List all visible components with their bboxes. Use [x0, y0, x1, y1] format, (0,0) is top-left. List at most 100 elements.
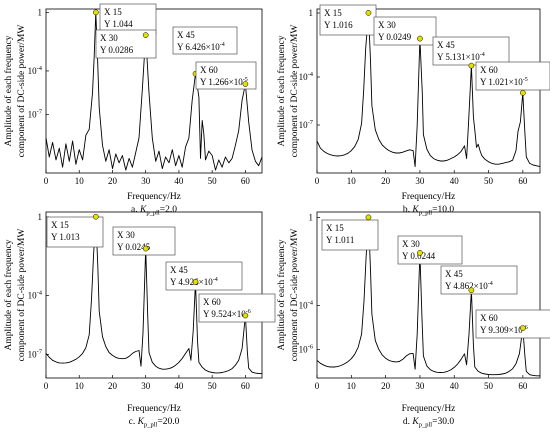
x-tick-label: 50 — [484, 381, 494, 391]
x-tick-label: 20 — [381, 381, 391, 391]
y-tick-label: 10-4 — [28, 65, 43, 76]
subplot-c: 0 10 20 30 40 50 60 1 10-4 10-7 X 15 Y 1.013 X 30 Y 0… — [3, 211, 276, 429]
datatip-box — [321, 219, 379, 251]
y-tick-label: 1 — [38, 8, 43, 18]
datatip-box — [475, 309, 550, 339]
datatip-x: X 60 — [480, 65, 498, 75]
y-tick-label: 10-6 — [299, 343, 314, 354]
datatip-x: X 60 — [480, 313, 498, 323]
peak-marker — [192, 279, 199, 285]
datatip-x: X 45 — [445, 269, 463, 279]
x-tick-label: 30 — [141, 176, 151, 186]
datatip-x: X 45 — [437, 40, 455, 50]
x-tick-label: 30 — [415, 176, 425, 186]
datatip-box — [319, 4, 377, 36]
y-axis-label-line1: Amplitude of each frequency — [3, 239, 14, 350]
y-tick-label: 10-4 — [299, 299, 314, 310]
peak-marker — [519, 325, 526, 331]
datatip-y: Y 0.0286 — [100, 45, 134, 55]
subplot-a: 0 10 20 30 40 50 60 1 10-4 10-7 X 15 Y 1.044 X 30 Y 0… — [3, 3, 263, 217]
x-tick-label: 40 — [174, 381, 184, 391]
datatip-y: Y 0.0245 — [117, 242, 151, 252]
datatip-x: X 60 — [200, 65, 218, 75]
datatip-box — [172, 26, 238, 55]
datatip-box — [397, 235, 463, 265]
y-tick-label: 1 — [38, 212, 43, 222]
peak-marker — [417, 250, 423, 256]
x-tick-label: 50 — [484, 176, 494, 186]
y-tick-label: 10-7 — [28, 109, 43, 120]
peak-marker — [92, 213, 99, 220]
x-tick-label: 0 — [44, 381, 49, 391]
y-axis-label-line2: component of DC-side power/MW — [16, 229, 27, 362]
datatip-y: Y 1.013 — [51, 232, 80, 242]
datatip-x: X 30 — [402, 239, 420, 249]
peak-marker — [142, 32, 149, 38]
subplot-b: 0 10 20 30 40 50 60 1 10-4 10-7 X 15 Y 1.016 X 30 Y 0… — [276, 4, 550, 217]
x-tick-label: 10 — [347, 176, 357, 186]
peak-marker — [92, 9, 99, 16]
x-tick-label: 60 — [518, 176, 528, 186]
peak-marker — [242, 81, 249, 87]
x-tick-label: 10 — [75, 176, 85, 186]
datatip-x: X 30 — [378, 20, 396, 30]
x-axis-label: Frequency/Hz — [402, 404, 456, 414]
peak-marker — [417, 35, 423, 42]
subplot-d: 0 10 20 30 40 50 60 1 10-4 10-6 X 15 Y 1.011 X 30 Y 0… — [276, 211, 550, 429]
datatip-x: X 15 — [326, 223, 344, 233]
y-axis-label-line2: component of DC-side power/MW — [16, 25, 27, 158]
x-axis-label: Frequency/Hz — [127, 404, 181, 414]
x-tick-label: 20 — [381, 176, 391, 186]
y-axis-label-line2: component of DC-side power/MW — [289, 25, 300, 158]
spectrum-line — [45, 216, 263, 375]
datatip-box — [198, 293, 276, 323]
x-tick-label: 0 — [315, 176, 320, 186]
y-tick-label: 1 — [309, 8, 314, 18]
peak-marker — [242, 312, 249, 319]
datatip-y: Y 9.524×10-6 — [203, 309, 251, 319]
peak-marker — [519, 89, 526, 96]
x-tick-label: 60 — [518, 381, 528, 391]
x-tick-label: 20 — [108, 381, 118, 391]
datatip-x: X 15 — [324, 8, 342, 18]
x-tick-label: 30 — [415, 381, 425, 391]
x-axis-label: Frequency/Hz — [402, 192, 456, 202]
x-tick-label: 40 — [450, 176, 460, 186]
subplot-caption: a. Kp_pll=2.0 — [131, 205, 177, 217]
datatip-x: X 30 — [100, 33, 118, 43]
x-tick-label: 0 — [44, 176, 49, 186]
datatip-box — [165, 261, 243, 291]
datatip-x: X 30 — [117, 230, 135, 240]
datatip-box — [475, 61, 550, 91]
datatip-y: Y 1.266×10-5 — [200, 77, 248, 87]
x-tick-label: 0 — [315, 381, 320, 391]
y-axis-label-line1: Amplitude of each frequency — [276, 35, 287, 146]
y-axis-label-line1: Amplitude of each frequency — [3, 35, 14, 146]
peak-marker — [365, 214, 372, 221]
datatip-x: X 45 — [177, 30, 195, 40]
datatip-y: Y 1.011 — [326, 235, 354, 245]
x-tick-label: 10 — [75, 381, 85, 391]
y-axis-label-line1: Amplitude of each frequency — [276, 239, 287, 350]
peak-marker — [468, 287, 475, 294]
x-tick-label: 50 — [208, 381, 218, 391]
y-tick-label: 10-7 — [299, 119, 314, 130]
y-tick-label: 10-4 — [299, 71, 314, 82]
datatip-y: Y 1.044 — [104, 19, 133, 29]
peak-marker — [365, 9, 372, 16]
plot-frame — [316, 8, 541, 174]
peak-marker — [468, 62, 475, 69]
x-tick-label: 60 — [241, 381, 251, 391]
datatip-box — [440, 265, 518, 295]
datatip-x: X 15 — [104, 7, 122, 17]
subplot-caption: c. Kp_pll=20.0 — [129, 417, 180, 429]
y-tick-label: 10-7 — [28, 348, 43, 359]
datatip-x: X 45 — [170, 265, 188, 275]
spectrum-line — [316, 216, 540, 377]
y-axis-label-line2: component of DC-side power/MW — [289, 229, 300, 362]
datatip-x: X 60 — [203, 297, 221, 307]
spectrum-line — [316, 12, 541, 168]
subplot-caption: d. Kp_pll=30.0 — [403, 417, 454, 429]
datatip-y: Y 1.016 — [324, 20, 353, 30]
